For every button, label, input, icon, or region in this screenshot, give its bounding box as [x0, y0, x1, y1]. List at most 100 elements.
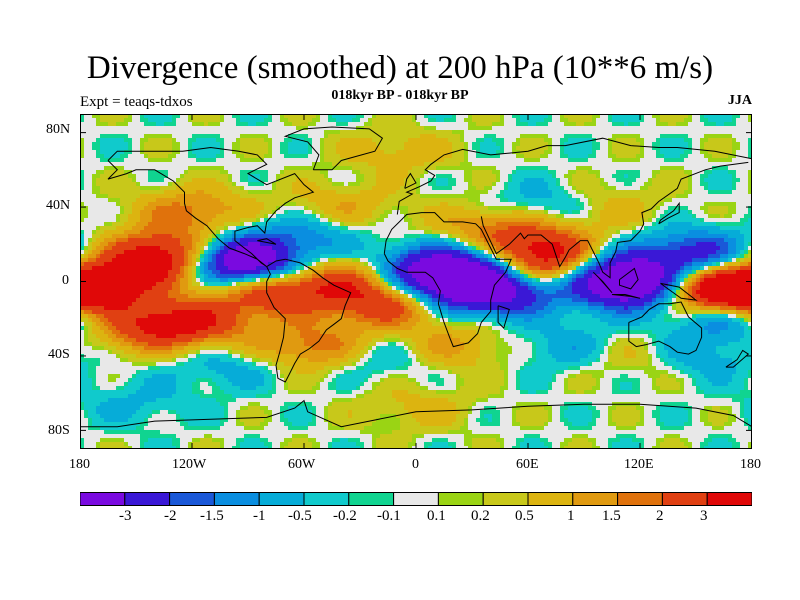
field-cell: [240, 134, 245, 139]
field-cell: [208, 174, 213, 179]
field-cell: [444, 230, 449, 235]
field-cell: [112, 214, 117, 219]
field-cell: [104, 158, 109, 163]
field-cell: [488, 158, 493, 163]
field-cell: [164, 166, 169, 171]
field-cell: [624, 186, 629, 191]
field-cell: [100, 190, 105, 195]
field-cell: [232, 214, 237, 219]
field-cell: [480, 158, 485, 163]
field-cell: [588, 206, 593, 211]
field-cell: [508, 190, 513, 195]
field-cell: [240, 170, 245, 175]
field-cell: [504, 134, 509, 139]
field-cell: [364, 190, 369, 195]
field-cell: [460, 198, 465, 203]
field-cell: [472, 114, 477, 119]
field-cell: [504, 190, 509, 195]
field-cell: [212, 142, 217, 147]
field-cell: [92, 198, 97, 203]
field-cell: [736, 190, 741, 195]
field-cell: [232, 126, 237, 131]
field-cell: [408, 118, 413, 123]
field-cell: [672, 162, 677, 167]
field-cell: [296, 218, 301, 223]
field-cell: [328, 162, 333, 167]
field-cell: [452, 146, 457, 151]
field-cell: [448, 206, 453, 211]
field-cell: [324, 114, 329, 119]
field-cell: [628, 178, 633, 183]
field-cell: [496, 206, 501, 211]
field-cell: [736, 222, 741, 227]
field-cell: [248, 174, 253, 179]
field-cell: [216, 214, 221, 219]
field-cell: [344, 210, 349, 215]
field-cell: [724, 162, 729, 167]
field-cell: [584, 138, 589, 143]
field-cell: [660, 130, 665, 135]
field-cell: [572, 162, 577, 167]
field-cell: [600, 154, 605, 159]
field-cell: [660, 146, 665, 151]
field-cell: [396, 134, 401, 139]
field-cell: [436, 142, 441, 147]
field-cell: [736, 226, 741, 231]
field-cell: [324, 118, 329, 123]
field-cell: [216, 158, 221, 163]
field-cell: [688, 114, 693, 119]
field-cell: [408, 222, 413, 227]
field-cell: [612, 130, 617, 135]
field-cell: [372, 210, 377, 215]
field-cell: [628, 126, 633, 131]
field-cell: [516, 210, 521, 215]
field-cell: [364, 178, 369, 183]
field-cell: [244, 122, 249, 127]
field-cell: [628, 138, 633, 143]
field-cell: [560, 214, 565, 219]
field-cell: [672, 150, 677, 155]
field-cell: [408, 150, 413, 155]
field-cell: [136, 222, 141, 227]
field-cell: [492, 118, 497, 123]
field-cell: [316, 218, 321, 223]
field-cell: [448, 182, 453, 187]
field-cell: [552, 138, 557, 143]
field-cell: [452, 178, 457, 183]
field-cell: [388, 202, 393, 207]
field-cell: [308, 146, 313, 151]
field-cell: [552, 126, 557, 131]
field-cell: [484, 194, 489, 199]
field-cell: [280, 146, 285, 151]
field-cell: [480, 202, 485, 207]
field-cell: [300, 130, 305, 135]
field-cell: [468, 186, 473, 191]
field-cell: [236, 130, 241, 135]
field-cell: [176, 142, 181, 147]
field-cell: [600, 142, 605, 147]
field-cell: [520, 190, 525, 195]
field-cell: [520, 114, 525, 119]
field-cell: [476, 214, 481, 219]
field-cell: [264, 194, 269, 199]
field-cell: [416, 202, 421, 207]
field-cell: [184, 194, 189, 199]
field-cell: [200, 226, 205, 231]
field-cell: [620, 114, 625, 119]
field-cell: [276, 182, 281, 187]
field-cell: [216, 190, 221, 195]
field-cell: [308, 114, 313, 119]
field-cell: [180, 162, 185, 167]
field-cell: [280, 206, 285, 211]
field-cell: [168, 186, 173, 191]
field-cell: [304, 218, 309, 223]
field-cell: [440, 186, 445, 191]
field-cell: [260, 186, 265, 191]
field-cell: [292, 158, 297, 163]
field-cell: [264, 158, 269, 163]
field-cell: [88, 174, 93, 179]
field-cell: [476, 158, 481, 163]
field-cell: [292, 142, 297, 147]
field-cell: [556, 182, 561, 187]
field-cell: [744, 138, 749, 143]
